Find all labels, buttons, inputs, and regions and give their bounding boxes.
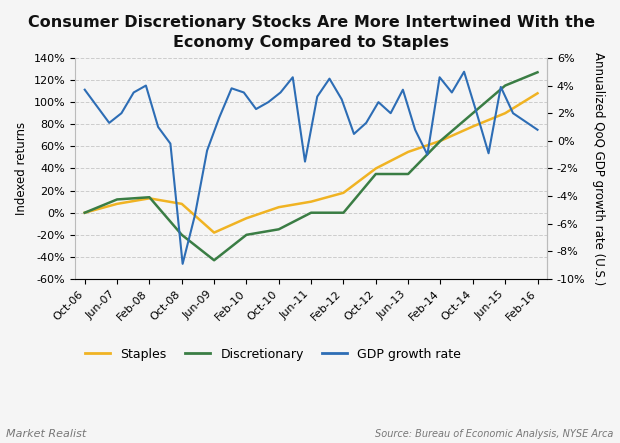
Legend: Staples, Discretionary, GDP growth rate: Staples, Discretionary, GDP growth rate [81,343,466,366]
Y-axis label: Indexed returns: Indexed returns [15,122,28,215]
Title: Consumer Discretionary Stocks Are More Intertwined With the
Economy Compared to : Consumer Discretionary Stocks Are More I… [27,15,595,50]
Y-axis label: Annualized QoQ GDP growth rate (U.S.): Annualized QoQ GDP growth rate (U.S.) [592,52,605,285]
Text: Source: Bureau of Economic Analysis, NYSE Arca: Source: Bureau of Economic Analysis, NYS… [376,428,614,439]
Text: Market Realist: Market Realist [6,428,86,439]
